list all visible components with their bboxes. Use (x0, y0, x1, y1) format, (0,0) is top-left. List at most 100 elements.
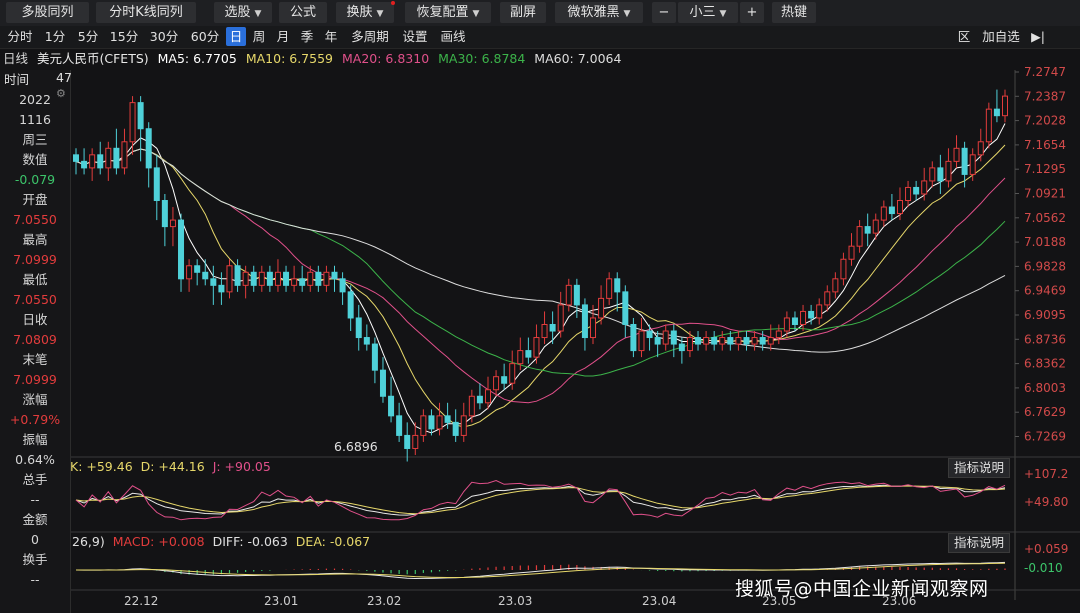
candle-body (614, 278, 621, 293)
timeline-kline-button[interactable]: 分时K线同列 (96, 2, 196, 23)
candle-body (557, 304, 564, 332)
candle-body (113, 147, 120, 169)
price-tick-label: 6.8362 (1024, 357, 1066, 371)
kdj-d-line (75, 485, 1006, 515)
date-label: 23.04 (642, 594, 676, 608)
candle-body (905, 186, 912, 202)
tab-5min[interactable]: 5分 (77, 29, 99, 44)
candle-body (622, 291, 629, 325)
candle-body (727, 337, 734, 345)
candle-body (468, 395, 475, 417)
skin-button[interactable]: 换肤 ▼ (336, 1, 395, 23)
candle-body (484, 389, 491, 404)
candle-body (646, 330, 653, 339)
price-tick-label: 6.8003 (1024, 381, 1066, 395)
restore-config-label: 恢复配置 (416, 5, 469, 20)
candle-body (848, 245, 855, 260)
candle-body (234, 265, 241, 286)
font-select-button[interactable]: 微软雅黑 ▼ (555, 2, 643, 23)
candle-body (598, 297, 605, 319)
info-label-value: 数值 (22, 152, 48, 167)
add-watchlist-button[interactable]: 加自选 (982, 29, 1020, 44)
tab-intraday[interactable]: 分时 (7, 29, 33, 44)
tab-1min[interactable]: 1分 (44, 29, 66, 44)
chart-grid (0, 70, 1080, 600)
range-button[interactable]: 区 (957, 29, 971, 44)
info-weekday: 周三 (22, 132, 48, 147)
tab-30min[interactable]: 30分 (149, 29, 179, 44)
tab-multi-period[interactable]: 多周期 (351, 29, 389, 44)
candle-body (161, 200, 168, 228)
candle-body (751, 337, 758, 345)
candle-body (420, 415, 427, 436)
macd-help-button[interactable]: 指标说明 (948, 533, 1011, 553)
kdj-axis-top: +107.2 (1024, 467, 1069, 481)
price-tick-label: 7.2028 (1024, 114, 1066, 128)
ma60-line (75, 148, 1006, 353)
font-increase-button[interactable]: + (740, 2, 764, 23)
kdj-help-button[interactable]: 指标说明 (948, 458, 1011, 478)
chevron-down-icon: ▼ (623, 9, 631, 19)
hotkey-button[interactable]: 热键 (772, 2, 816, 23)
tab-weekly[interactable]: 周 (252, 29, 266, 44)
ma60-value: MA60: 7.0064 (534, 51, 622, 66)
macd-axis-bot: -0.010 (1024, 561, 1063, 575)
tab-drawing[interactable]: 画线 (440, 29, 466, 44)
font-size-select[interactable]: 小三 ▼ (678, 2, 738, 23)
candle-body (832, 278, 839, 293)
restore-config-button[interactable]: 恢复配置 ▼ (405, 2, 491, 23)
info-open: 7.0550 (13, 212, 57, 227)
multi-stock-button[interactable]: 多股同列 (6, 2, 89, 23)
price-tick-label: 7.1295 (1024, 162, 1066, 176)
candlestick-series (72, 89, 1009, 462)
candle-body (678, 343, 685, 352)
collapse-panel-icon[interactable]: ▶| (1031, 29, 1045, 44)
candle-body (638, 330, 645, 352)
candle-body (299, 278, 306, 286)
candle-body (89, 154, 96, 169)
candle-body (72, 154, 80, 162)
tab-quarterly[interactable]: 季 (300, 29, 314, 44)
candle-body (977, 141, 984, 156)
stock-select-button[interactable]: 选股 ▼ (214, 2, 272, 23)
date-label: 23.03 (498, 594, 532, 608)
candle-body (145, 128, 152, 169)
candle-body (266, 271, 273, 286)
info-label-turnover: 换手 (22, 552, 48, 567)
tab-yearly[interactable]: 年 (324, 29, 338, 44)
candle-body (816, 304, 823, 319)
sub-screen-button[interactable]: 副屏 (500, 2, 546, 23)
candle-body (396, 415, 403, 436)
tab-15min[interactable]: 15分 (109, 29, 139, 44)
date-label: 23.05 (762, 594, 796, 608)
tab-daily[interactable]: 日 (226, 27, 246, 46)
info-label-open: 开盘 (22, 192, 48, 207)
settings-icon[interactable]: ⚙ (56, 87, 66, 100)
candle-body (711, 337, 718, 345)
font-decrease-button[interactable]: − (652, 2, 676, 23)
candle-body (630, 323, 637, 352)
kdj-j-value: J: +90.05 (212, 459, 271, 474)
candle-body (121, 141, 128, 169)
macd-indicator (75, 561, 1006, 580)
macd-dea-value: DEA: -0.067 (295, 534, 371, 549)
macd-axis-top: +0.059 (1024, 542, 1069, 556)
candle-body (767, 337, 774, 345)
tab-monthly[interactable]: 月 (276, 29, 290, 44)
candle-body (670, 330, 677, 345)
tab-settings[interactable]: 设置 (402, 29, 428, 44)
tab-60min[interactable]: 60分 (190, 29, 220, 44)
info-label-volume: 总手 (22, 472, 48, 487)
price-tick-label: 7.0188 (1024, 235, 1066, 249)
formula-button[interactable]: 公式 (279, 2, 327, 23)
candle-body (654, 337, 661, 345)
cut-value: 47 (56, 70, 72, 85)
date-label: 23.02 (367, 594, 401, 608)
stock-select-label: 选股 (224, 5, 251, 20)
candle-body (921, 180, 928, 195)
candle-body (864, 226, 871, 234)
info-label-change: 涨幅 (22, 392, 48, 407)
candle-body (541, 323, 548, 339)
moving-average-lines (75, 123, 1006, 434)
